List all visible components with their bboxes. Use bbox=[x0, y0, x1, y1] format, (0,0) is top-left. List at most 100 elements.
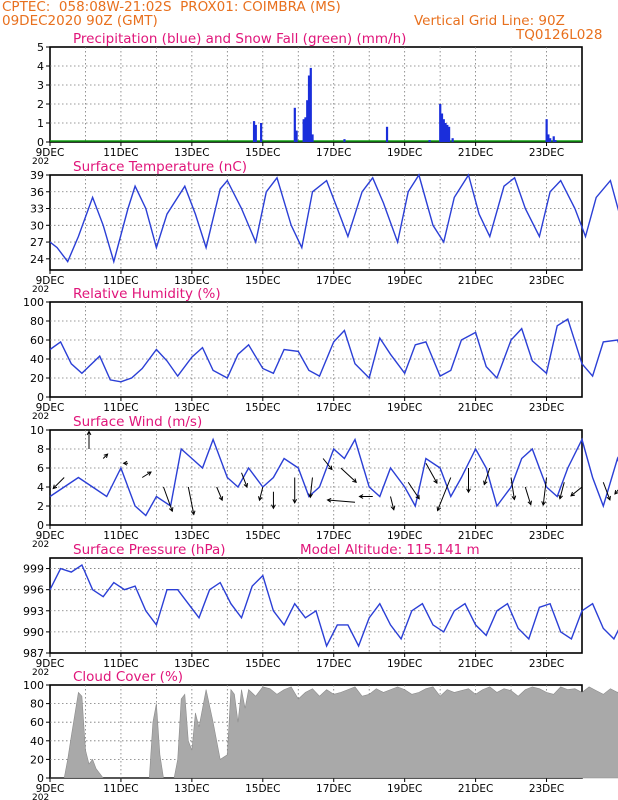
wind-vector-head bbox=[122, 460, 128, 466]
wind-vector-head bbox=[103, 453, 109, 459]
header-date: 09DEC2020 90Z (GMT) bbox=[2, 13, 158, 29]
cloud-area bbox=[50, 686, 618, 779]
wind-xtick-label: 9DEC bbox=[36, 530, 65, 542]
wind-vector bbox=[258, 486, 264, 502]
wind-title: Surface Wind (m/s) bbox=[73, 414, 202, 430]
temp-xtick-label: 19DEC bbox=[387, 275, 422, 287]
temp-xtick-label: 13DEC bbox=[174, 275, 209, 287]
precip-bar bbox=[311, 134, 314, 142]
wind-xtick-label: 15DEC bbox=[245, 530, 280, 542]
pressure-ytick-label: 987 bbox=[23, 647, 44, 660]
temp-frame bbox=[49, 174, 583, 271]
cloud-ytick-label: 60 bbox=[30, 716, 44, 729]
wind-vector-shaft bbox=[241, 472, 248, 488]
temp-ytick-label: 30 bbox=[30, 219, 44, 232]
wind-vector-head bbox=[541, 501, 547, 507]
wind-xtick-label: 23DEC bbox=[529, 530, 564, 542]
pressure-ytick-label: 999 bbox=[23, 563, 44, 576]
rh-xtick-label: 13DEC bbox=[174, 402, 209, 414]
temp-year-label: 202 bbox=[32, 285, 49, 295]
wind-vector-head bbox=[308, 493, 313, 499]
rh-ytick-label: 20 bbox=[30, 372, 44, 385]
precip-ytick-label: 5 bbox=[37, 41, 44, 54]
cloud-xtick-label: 11DEC bbox=[103, 783, 138, 795]
cloud-xtick-label: 21DEC bbox=[458, 783, 493, 795]
pressure-ytick-label: 996 bbox=[23, 584, 44, 597]
pressure-xtick-label: 17DEC bbox=[316, 658, 351, 670]
precip-ytick-label: 4 bbox=[37, 60, 44, 73]
temp-ytick-label: 39 bbox=[30, 169, 44, 182]
rh-ytick-label: 100 bbox=[23, 296, 44, 309]
temp-xtick-label: 21DEC bbox=[458, 275, 493, 287]
wind-vector-head bbox=[606, 495, 611, 501]
cloud-ytick-label: 40 bbox=[30, 735, 44, 748]
wind-vector-head bbox=[415, 494, 420, 500]
wind-vector-head bbox=[190, 510, 196, 516]
rh-ytick-label: 40 bbox=[30, 353, 44, 366]
wind-vector bbox=[141, 471, 152, 478]
precip-xtick-label: 9DEC bbox=[36, 147, 65, 159]
wind-vector-head bbox=[483, 480, 488, 486]
cloud-ytick-label: 80 bbox=[30, 698, 44, 711]
precip-xtick-label: 21DEC bbox=[458, 147, 493, 159]
rh-title: Relative Humidity (%) bbox=[73, 286, 221, 302]
pressure-xtick-label: 9DEC bbox=[36, 658, 65, 670]
wind-vector bbox=[340, 467, 357, 484]
wind-vector-shaft bbox=[52, 477, 65, 489]
wind-vector-shaft bbox=[216, 486, 223, 501]
wind-vector-head bbox=[146, 471, 152, 476]
rh-line bbox=[49, 318, 618, 383]
wind-ytick-label: 8 bbox=[37, 443, 44, 456]
wind-ytick-label: 2 bbox=[37, 500, 44, 513]
wind-vector bbox=[187, 486, 196, 516]
wind-vector bbox=[358, 494, 373, 499]
temp-title: Surface Temperature (nC) bbox=[73, 159, 247, 175]
precip-bar bbox=[309, 67, 312, 142]
rh-xtick-label: 23DEC bbox=[529, 402, 564, 414]
pressure-xtick-label: 13DEC bbox=[174, 658, 209, 670]
wind-vector bbox=[614, 489, 618, 495]
wind-vector-head bbox=[358, 494, 364, 499]
wind-vector bbox=[163, 486, 174, 513]
precip-xtick-label: 13DEC bbox=[174, 147, 209, 159]
precip-bar bbox=[446, 124, 449, 142]
rh-xtick-label: 15DEC bbox=[245, 402, 280, 414]
precip-ytick-label: 2 bbox=[37, 98, 44, 111]
wind-vector-head bbox=[352, 478, 357, 484]
wind-vector bbox=[466, 468, 471, 494]
wind-vector-head bbox=[218, 496, 224, 502]
wind-vector-shaft bbox=[187, 486, 195, 515]
wind-vector-head bbox=[436, 506, 442, 512]
wind-vector-shaft bbox=[340, 467, 357, 483]
rh-frame bbox=[49, 301, 583, 398]
precip-panel: 0 1 2 3 4 5 9DEC 11DEC 13DEC 15DEC 17DEC 19DEC 21DEC… bbox=[32, 31, 583, 167]
wind-vector-head bbox=[52, 484, 58, 490]
temp-panel: 24 27 30 33 36 39 9DEC 11DEC 13DEC 15DEC 17DEC 19DE… bbox=[30, 159, 618, 295]
wind-vector bbox=[425, 463, 438, 485]
wind-xtick-label: 19DEC bbox=[387, 530, 422, 542]
wind-vector-shaft bbox=[542, 477, 548, 506]
precip-bar bbox=[343, 139, 346, 142]
precip-bar bbox=[444, 123, 447, 142]
wind-vector-head bbox=[433, 479, 438, 485]
precip-bar bbox=[260, 123, 263, 142]
wind-vector bbox=[326, 497, 356, 503]
pressure-year-label: 202 bbox=[32, 668, 49, 678]
temp-xtick-label: 11DEC bbox=[103, 275, 138, 287]
precip-bar bbox=[307, 75, 311, 142]
wind-vector-shaft bbox=[309, 477, 313, 498]
wind-vector-shaft bbox=[524, 486, 532, 505]
wind-xtick-label: 13DEC bbox=[174, 530, 209, 542]
wind-vector-shaft bbox=[141, 471, 152, 478]
wind-vector bbox=[271, 491, 276, 510]
wind-vector bbox=[241, 472, 248, 489]
precip-bar bbox=[302, 119, 305, 142]
precip-xtick-label: 23DEC bbox=[529, 147, 564, 159]
wind-vector-shaft bbox=[614, 489, 618, 495]
wind-vector bbox=[52, 477, 65, 490]
wind-vector-head bbox=[243, 483, 248, 489]
temp-ytick-label: 24 bbox=[30, 253, 44, 266]
wind-vector bbox=[570, 486, 583, 497]
precip-bar bbox=[549, 138, 552, 142]
